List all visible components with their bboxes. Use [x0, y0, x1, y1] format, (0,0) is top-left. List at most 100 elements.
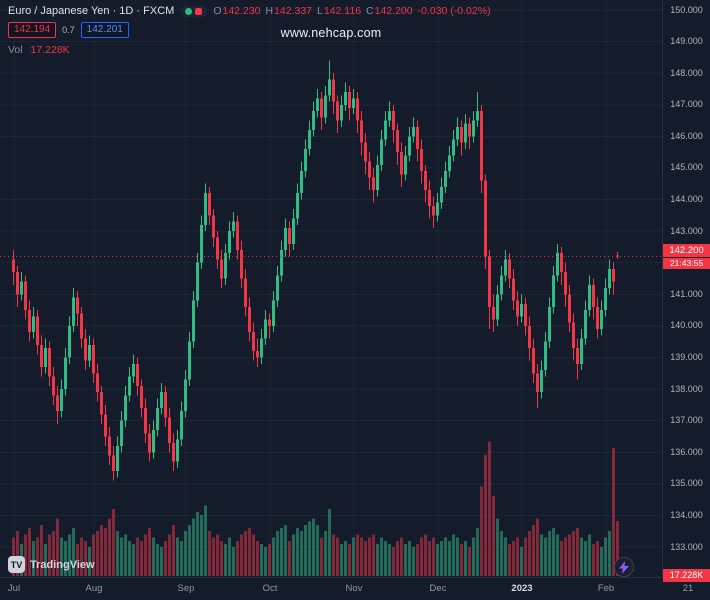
candle-body — [372, 177, 375, 191]
volume-bar — [428, 540, 431, 576]
candle-body — [52, 376, 55, 396]
candle-body — [100, 392, 103, 415]
candle-body — [548, 306, 551, 342]
candle-body — [256, 351, 259, 358]
volume-bar — [384, 540, 387, 576]
ask-price-button[interactable]: 142.201 — [80, 22, 129, 38]
volume-bar — [492, 496, 495, 576]
volume-bar — [100, 524, 103, 576]
candle-body — [312, 111, 315, 131]
volume-bar — [92, 534, 95, 576]
candle-body — [136, 363, 139, 386]
tradingview-logo[interactable]: TV TradingView — [8, 556, 95, 573]
price-axis-label: 141.000 — [670, 288, 703, 299]
price-axis-label: 145.000 — [670, 162, 703, 173]
volume-bar — [576, 528, 579, 576]
candle-body — [560, 253, 563, 273]
candle-body — [156, 408, 159, 431]
volume-bar — [356, 534, 359, 576]
candle-body — [212, 215, 215, 238]
volume-bar — [196, 512, 199, 576]
candle-body — [428, 190, 431, 206]
candle-body — [476, 111, 479, 121]
close-value: 142.200 — [374, 5, 413, 17]
candle-body — [480, 111, 483, 181]
volume-bar — [424, 534, 427, 576]
candle-body — [296, 193, 299, 219]
price-axis[interactable]: 150.000 149.000 148.000 147.000 146.000 145.0… — [662, 0, 710, 578]
volume-bar — [156, 544, 159, 576]
volume-bar — [360, 537, 363, 576]
volume-bar — [280, 528, 283, 576]
watermark: www.nehcap.com — [280, 26, 382, 40]
volume-bar — [32, 540, 35, 576]
price-axis-label: 143.000 — [670, 225, 703, 236]
volume-bar — [272, 537, 275, 576]
volume-bar — [72, 528, 75, 576]
legend-toggle-pill[interactable] — [180, 5, 208, 17]
candle-body — [56, 395, 59, 412]
bid-price-button[interactable]: 142.194 — [8, 22, 57, 38]
volume-bar — [552, 528, 555, 576]
volume-bar — [580, 537, 583, 576]
candle-body — [336, 101, 339, 121]
candle-body — [160, 392, 163, 409]
time-axis-label: Dec — [429, 583, 447, 594]
volume-label[interactable]: Vol — [8, 44, 23, 56]
time-axis-label: Feb — [597, 583, 615, 594]
candle-body — [248, 306, 251, 333]
volume-bar — [316, 524, 319, 576]
volume-bar — [112, 508, 115, 576]
candle-body — [344, 92, 347, 105]
volume-bar — [548, 531, 551, 576]
candle-body — [340, 104, 343, 121]
price-axis-label: 135.000 — [670, 478, 703, 489]
volume-bar — [28, 528, 31, 576]
volume-bar — [568, 534, 571, 576]
volume-bar — [436, 544, 439, 576]
candle-body — [44, 348, 47, 367]
candle-body — [524, 303, 527, 326]
candle-body — [128, 376, 131, 396]
volume-bar — [532, 524, 535, 576]
bar-countdown-timer: 21:43:55 — [663, 258, 710, 270]
volume-bar — [480, 486, 483, 576]
volume-bar — [416, 544, 419, 576]
candle-body — [188, 341, 191, 380]
candle-body — [436, 202, 439, 216]
candle-body — [528, 325, 531, 349]
volume-bar — [124, 534, 127, 576]
volume-bar — [564, 537, 567, 576]
volume-bar — [284, 524, 287, 576]
candle-body — [80, 313, 83, 339]
volume-bar — [164, 540, 167, 576]
candle-body — [64, 357, 67, 390]
candle-body — [532, 348, 535, 374]
volume-bar — [596, 540, 599, 576]
volume-bar — [368, 537, 371, 576]
volume-bar — [412, 547, 415, 576]
candle-body — [60, 389, 63, 412]
time-axis[interactable]: Jul Aug Sep Oct Nov Dec 2023 Feb 21 — [0, 577, 710, 600]
symbol-title[interactable]: Euro / Japanese Yen · 1D · FXCM — [8, 5, 175, 17]
volume-bar — [48, 534, 51, 576]
candle-body — [120, 420, 123, 446]
candle-body — [500, 275, 503, 295]
volume-bar — [184, 531, 187, 576]
candle-body — [108, 436, 111, 456]
volume-bar — [608, 531, 611, 576]
candle-body — [300, 171, 303, 194]
volume-bar — [24, 534, 27, 576]
time-axis-label: Oct — [262, 583, 278, 594]
candle-body — [424, 171, 427, 191]
volume-bar — [216, 534, 219, 576]
volume-bar — [476, 528, 479, 576]
candle-body — [496, 294, 499, 320]
volume-bar — [588, 534, 591, 576]
candle-body — [616, 255, 619, 257]
volume-bar — [276, 531, 279, 576]
candle-body — [588, 284, 591, 311]
candle-body — [176, 439, 179, 462]
lightning-bolt-button[interactable] — [614, 557, 634, 577]
